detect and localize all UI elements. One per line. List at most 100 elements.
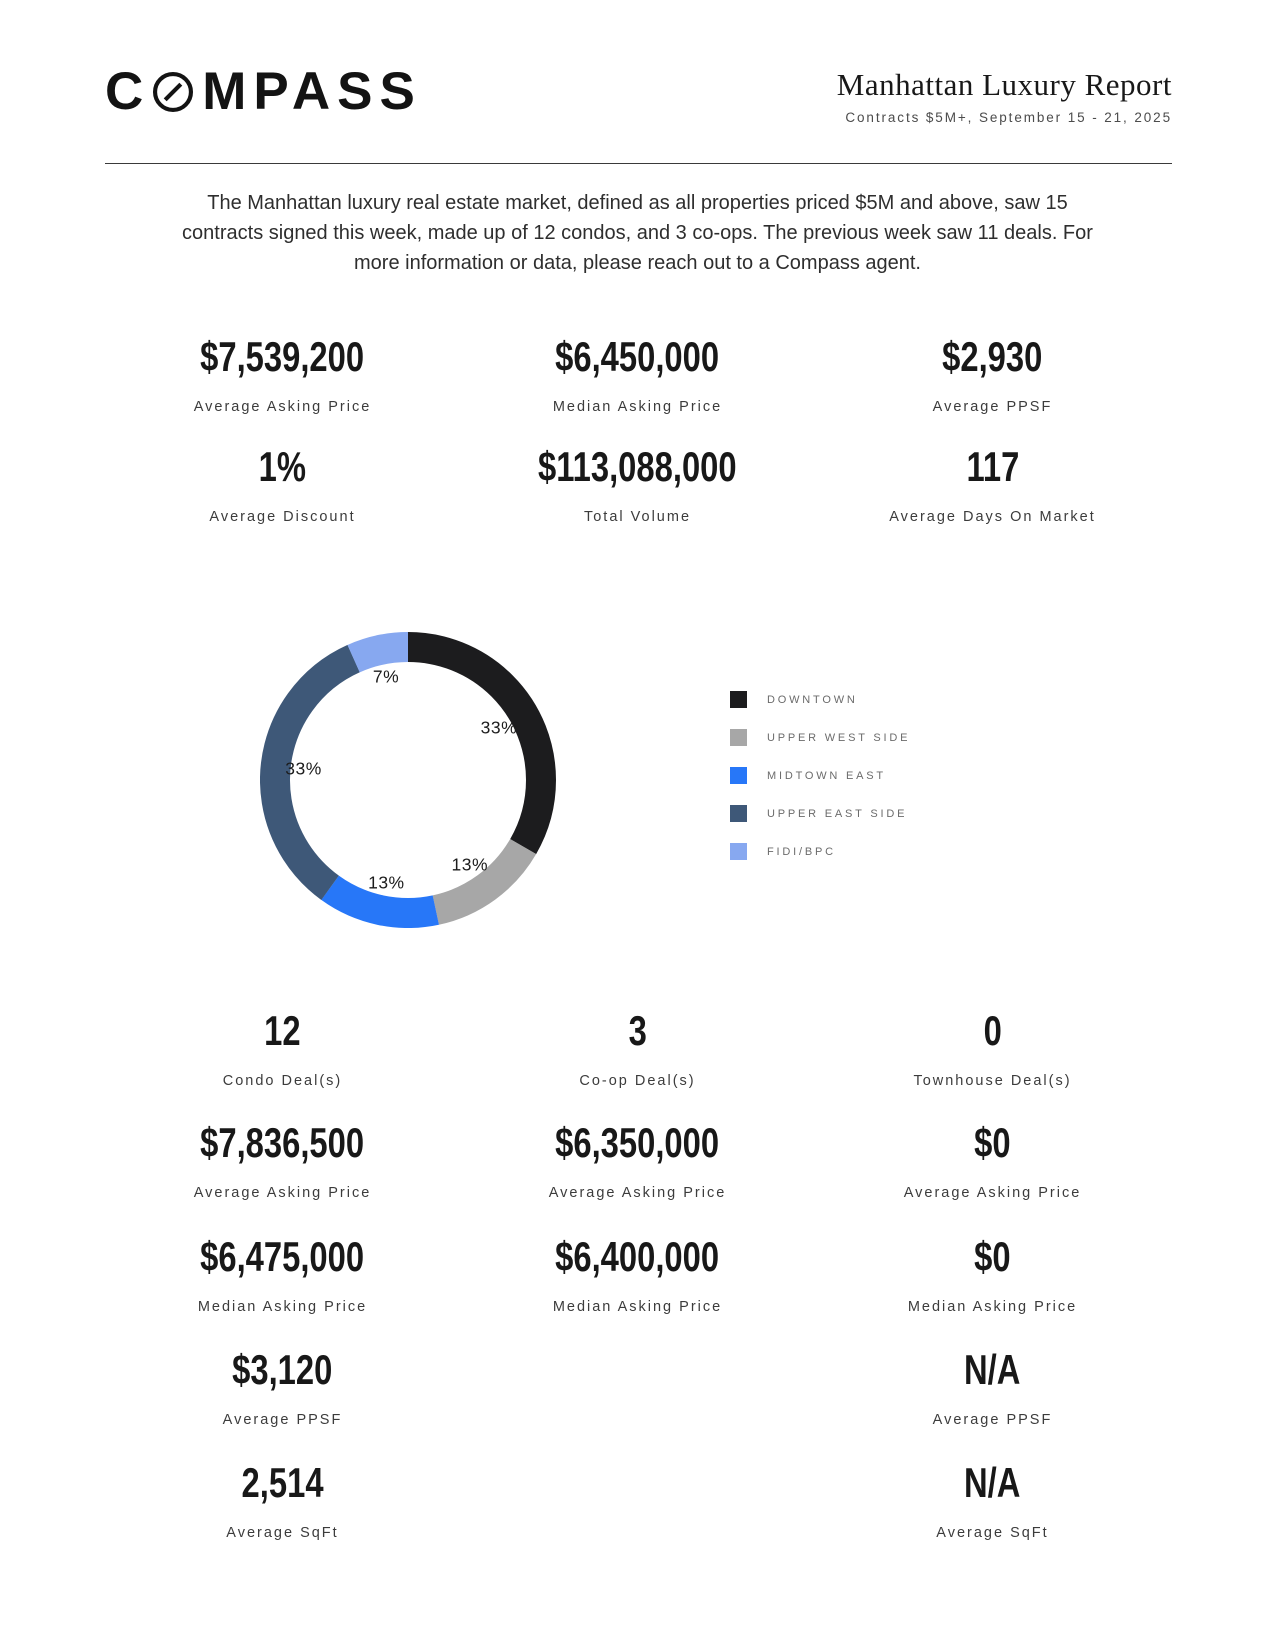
- stat-townhouse-median-asking-price: $0 Median Asking Price: [815, 1236, 1170, 1316]
- compass-logo: C MPASS: [105, 64, 422, 120]
- donut-slice: [260, 632, 556, 928]
- stat-empty-cell: [460, 1349, 815, 1429]
- stat-value: 12: [264, 1007, 301, 1054]
- legend-item-fidi-bpc: FIDI/BPC: [730, 843, 910, 860]
- stat-value: $6,400,000: [555, 1233, 720, 1280]
- legend-swatch: [730, 767, 747, 784]
- stat-label: Median Asking Price: [907, 1299, 1078, 1315]
- stat-value: 3: [628, 1007, 647, 1054]
- stat-condo-average-sqft: 2,514 Average SqFt: [105, 1462, 460, 1542]
- stat-value: $7,539,200: [200, 333, 365, 380]
- legend-label: UPPER EAST SIDE: [767, 807, 908, 820]
- stat-label: Townhouse Deal(s): [913, 1073, 1072, 1089]
- legend-label: FIDI/BPC: [767, 845, 836, 858]
- legend-label: DOWNTOWN: [767, 693, 858, 706]
- stat-townhouse-average-ppsf: N/A Average PPSF: [815, 1349, 1170, 1429]
- stat-coop-median-asking-price: $6,400,000 Median Asking Price: [460, 1236, 815, 1316]
- stat-label: Average PPSF: [932, 1412, 1053, 1428]
- legend-item-midtown-east: MIDTOWN EAST: [730, 767, 910, 784]
- stat-average-days-on-market: 117 Average Days On Market: [815, 446, 1170, 526]
- donut-chart: 33% 13% 13% 33% 7%: [260, 632, 556, 928]
- stat-value: $0: [974, 1119, 1011, 1166]
- stat-value: 2,514: [241, 1459, 324, 1506]
- stat-value: $2,930: [942, 333, 1043, 380]
- stat-townhouse-average-sqft: N/A Average SqFt: [815, 1462, 1170, 1542]
- header: C MPASS Manhattan Luxury Report Contract…: [105, 64, 1172, 126]
- stat-label: Average Asking Price: [548, 1185, 727, 1201]
- donut-slice-percent-label: 13%: [368, 872, 405, 893]
- stat-label: Total Volume: [583, 509, 692, 525]
- stat-label: Average SqFt: [226, 1525, 339, 1541]
- stat-condo-average-ppsf: $3,120 Average PPSF: [105, 1349, 460, 1429]
- stat-value: $7,836,500: [200, 1119, 365, 1166]
- chart-legend: DOWNTOWN UPPER WEST SIDE MIDTOWN EAST UP…: [730, 691, 910, 860]
- top-stats-row-1: $7,539,200 Average Asking Price $6,450,0…: [105, 336, 1170, 416]
- legend-swatch: [730, 805, 747, 822]
- logo-letter-c: C: [105, 62, 151, 121]
- stat-value: $6,350,000: [555, 1119, 720, 1166]
- top-stats-row-2: 1% Average Discount $113,088,000 Total V…: [105, 446, 1170, 526]
- bottom-stats-row-average-sqft: 2,514 Average SqFt N/A Average SqFt: [105, 1462, 1170, 1542]
- title-block: Manhattan Luxury Report Contracts $5M+, …: [836, 67, 1172, 126]
- report-title: Manhattan Luxury Report: [836, 67, 1172, 102]
- stat-label: Average Asking Price: [193, 1185, 372, 1201]
- legend-swatch: [730, 691, 747, 708]
- stat-value: 0: [983, 1007, 1002, 1054]
- donut-slice-percent-label: 33%: [480, 717, 518, 737]
- stat-label: Average SqFt: [936, 1525, 1049, 1541]
- compass-o-icon: [153, 71, 194, 113]
- stat-label: Median Asking Price: [552, 399, 723, 415]
- stat-value: 1%: [258, 443, 307, 490]
- stat-value: N/A: [964, 1459, 1021, 1506]
- stat-empty-cell: [460, 1462, 815, 1542]
- stat-value: $6,450,000: [555, 333, 720, 380]
- bottom-stats-row-average-ppsf: $3,120 Average PPSF N/A Average PPSF: [105, 1349, 1170, 1429]
- donut-slice-percent-label: 7%: [372, 666, 400, 687]
- stat-label: Average PPSF: [932, 399, 1053, 415]
- stat-townhouse-deals: 0 Townhouse Deal(s): [815, 1010, 1170, 1090]
- bottom-stats-row-average-asking: $7,836,500 Average Asking Price $6,350,0…: [105, 1122, 1170, 1202]
- header-divider: [105, 163, 1172, 164]
- stat-average-ppsf: $2,930 Average PPSF: [815, 336, 1170, 416]
- legend-swatch: [730, 843, 747, 860]
- legend-item-upper-east-side: UPPER EAST SIDE: [730, 805, 910, 822]
- legend-swatch: [730, 729, 747, 746]
- stat-value: N/A: [964, 1346, 1021, 1393]
- donut-slice: [260, 632, 556, 928]
- stat-label: Average Discount: [209, 509, 356, 525]
- donut-chart-svg: [260, 632, 556, 928]
- stat-label: Average Asking Price: [903, 1185, 1082, 1201]
- stat-label: Median Asking Price: [197, 1299, 368, 1315]
- stat-coop-average-asking-price: $6,350,000 Average Asking Price: [460, 1122, 815, 1202]
- legend-label: MIDTOWN EAST: [767, 769, 886, 782]
- stat-value: $3,120: [232, 1346, 333, 1393]
- stat-condo-deals: 12 Condo Deal(s): [105, 1010, 460, 1090]
- stat-average-discount: 1% Average Discount: [105, 446, 460, 526]
- stat-value: $113,088,000: [538, 443, 737, 490]
- stat-total-volume: $113,088,000 Total Volume: [460, 446, 815, 526]
- stat-average-asking-price: $7,539,200 Average Asking Price: [105, 336, 460, 416]
- stat-median-asking-price: $6,450,000 Median Asking Price: [460, 336, 815, 416]
- stat-label: Average PPSF: [222, 1412, 343, 1428]
- legend-item-downtown: DOWNTOWN: [730, 691, 910, 708]
- report-subtitle: Contracts $5M+, September 15 - 21, 2025: [845, 110, 1172, 125]
- bottom-stats-row-median-asking: $6,475,000 Median Asking Price $6,400,00…: [105, 1236, 1170, 1316]
- stat-condo-average-asking-price: $7,836,500 Average Asking Price: [105, 1122, 460, 1202]
- stat-label: Co-op Deal(s): [579, 1073, 696, 1089]
- stat-coop-deals: 3 Co-op Deal(s): [460, 1010, 815, 1090]
- legend-item-upper-west-side: UPPER WEST SIDE: [730, 729, 910, 746]
- donut-slice-percent-label: 13%: [451, 854, 489, 875]
- legend-label: UPPER WEST SIDE: [767, 731, 911, 744]
- donut-slice-percent-label: 33%: [285, 758, 322, 779]
- stat-label: Condo Deal(s): [222, 1073, 343, 1089]
- stat-value: $0: [974, 1233, 1011, 1280]
- stat-label: Average Days On Market: [889, 509, 1096, 525]
- stat-condo-median-asking-price: $6,475,000 Median Asking Price: [105, 1236, 460, 1316]
- stat-label: Median Asking Price: [552, 1299, 723, 1315]
- bottom-stats-row-deals: 12 Condo Deal(s) 3 Co-op Deal(s) 0 Townh…: [105, 1010, 1170, 1090]
- logo-letters-mpass: MPASS: [202, 62, 422, 121]
- stat-value: $6,475,000: [200, 1233, 365, 1280]
- stat-townhouse-average-asking-price: $0 Average Asking Price: [815, 1122, 1170, 1202]
- stat-value: 117: [966, 443, 1019, 490]
